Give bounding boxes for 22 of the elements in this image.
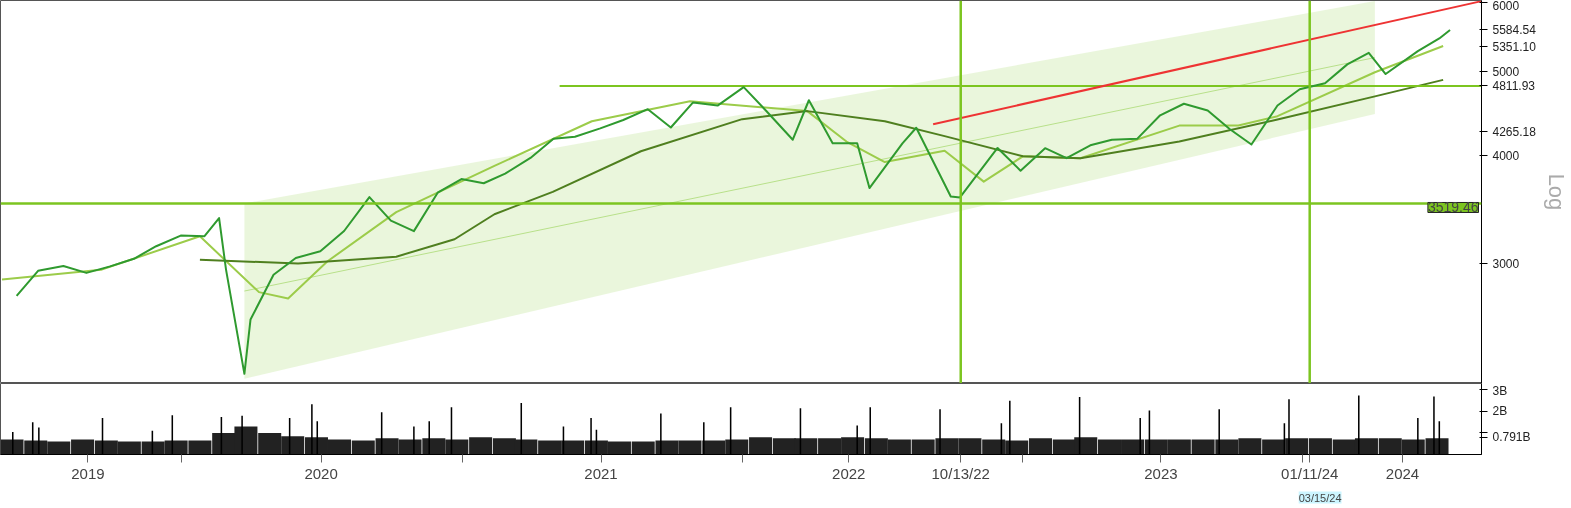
text: 03/15/24 [1298, 491, 1342, 504]
y-tick-label: 5351.10 [1492, 39, 1537, 54]
y-tick-label: 3B [1492, 383, 1508, 398]
y-tick-label: 0.791B [1492, 430, 1531, 445]
y-tick-label: 4000 [1492, 148, 1520, 163]
x-tick-label: 2021 [584, 464, 618, 482]
x-tick-label: 2024 [1385, 464, 1420, 482]
y-axis-title: Log [1543, 173, 1569, 211]
y-tick-label: 2B [1492, 404, 1508, 419]
y-tick-label: 4811.93 [1492, 79, 1536, 94]
x-tick-label: 2020 [304, 464, 338, 482]
x-tick-label: 10/13/22 [931, 464, 990, 482]
ref-line-label: 3519.46 [1427, 199, 1479, 216]
y-tick-label: 5584.54 [1492, 23, 1537, 38]
y-tick-label: 4265.18 [1492, 124, 1537, 139]
x-tick-label: 2022 [832, 464, 866, 482]
x-tick-label: 01/11/24 [1281, 464, 1339, 482]
y-tick-label: 3000 [1492, 257, 1520, 271]
y-tick-label: 5000 [1492, 65, 1520, 80]
x-tick-label: 2023 [1144, 464, 1178, 482]
x-tick-label: 2019 [71, 464, 105, 482]
y-tick-label: 6000 [1492, 0, 1520, 13]
